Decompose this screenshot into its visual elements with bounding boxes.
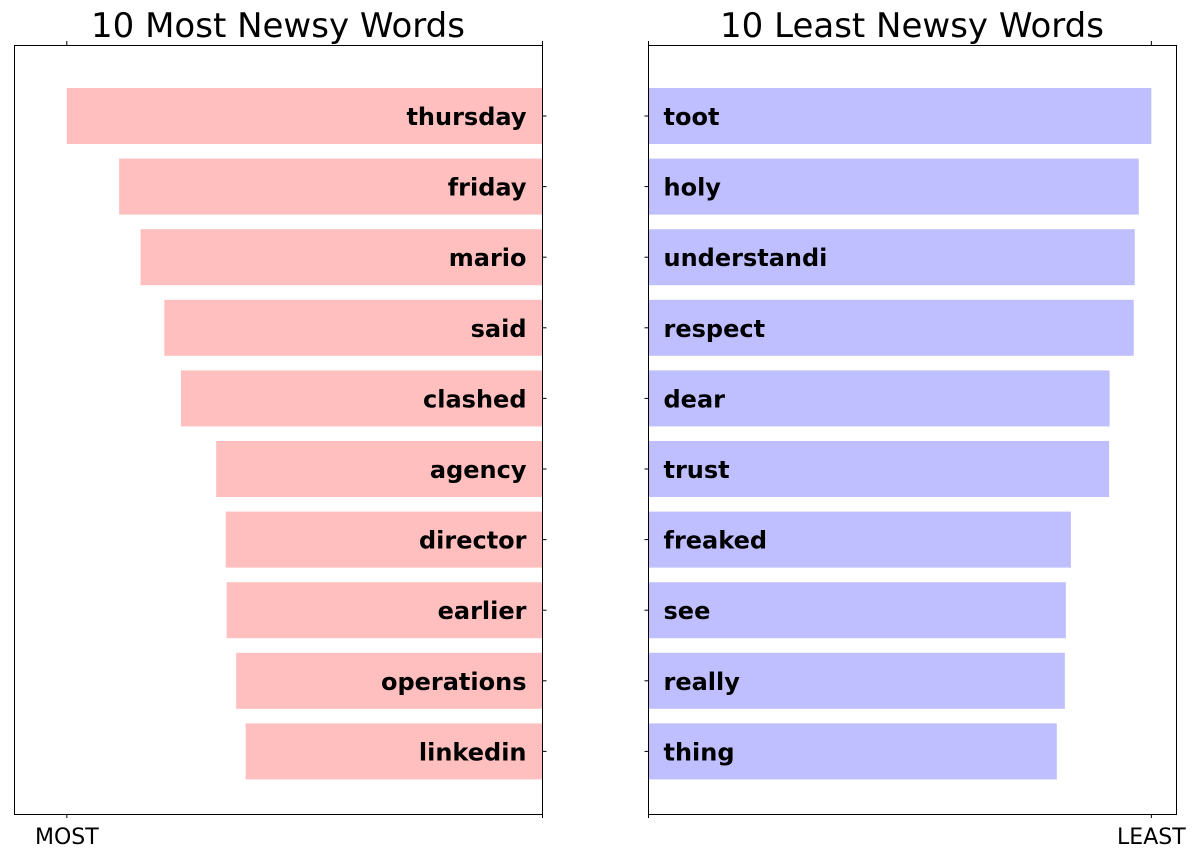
- most-bar-clashed: [180, 370, 543, 427]
- most-axis-label: MOST: [35, 825, 99, 850]
- least-label-freaked: freaked: [664, 527, 768, 555]
- least-label-trust: trust: [664, 456, 730, 484]
- most-bar-earlier: [226, 582, 543, 639]
- most-bar-director: [225, 511, 543, 568]
- most-bar-agency: [216, 441, 543, 497]
- most-bar-friday: [119, 158, 543, 215]
- least-bar-see: [648, 582, 1066, 639]
- least-bar-understandi: [648, 229, 1135, 286]
- most-newsy-frame: [14, 45, 543, 815]
- least-newsy-title: 10 Least Newsy Words: [720, 6, 1104, 46]
- least-newsy-panel: 10 Least Newsy Words toot holy understandi…: [644, 6, 1186, 850]
- least-label-toot: toot: [664, 103, 720, 131]
- least-bar-thing: [648, 723, 1057, 780]
- most-label-operations: operations: [381, 668, 527, 696]
- least-label-understandi: understandi: [664, 244, 828, 272]
- least-label-respect: respect: [664, 315, 766, 343]
- most-bar-thursday: [66, 88, 543, 144]
- least-bar-dear: [648, 370, 1110, 427]
- most-label-thursday: thursday: [406, 103, 526, 131]
- most-bar-linkedin: [245, 723, 543, 780]
- least-axis-label: LEAST: [1117, 825, 1186, 850]
- least-newsy-frame: [648, 45, 1177, 815]
- least-bar-toot: [648, 88, 1152, 144]
- most-label-earlier: earlier: [438, 597, 527, 625]
- least-bar-freaked: [648, 511, 1071, 568]
- least-label-see: see: [664, 597, 711, 625]
- most-newsy-panel: 10 Most Newsy Words thursday friday mario s…: [14, 6, 547, 850]
- least-bar-trust: [648, 441, 1110, 497]
- most-label-clashed: clashed: [423, 385, 526, 413]
- most-newsy-title: 10 Most Newsy Words: [91, 6, 465, 46]
- most-bar-said: [164, 299, 543, 356]
- most-bar-operations: [236, 652, 543, 709]
- least-label-really: really: [664, 668, 741, 696]
- most-label-friday: friday: [448, 174, 527, 202]
- least-label-dear: dear: [664, 385, 726, 413]
- most-label-said: said: [471, 315, 527, 343]
- most-bar-mario: [140, 229, 543, 286]
- least-bar-really: [648, 652, 1065, 709]
- least-label-holy: holy: [664, 174, 722, 202]
- most-label-mario: mario: [449, 244, 527, 272]
- least-bar-holy: [648, 158, 1139, 215]
- least-label-thing: thing: [664, 738, 735, 766]
- most-label-linkedin: linkedin: [419, 738, 527, 766]
- most-label-director: director: [419, 527, 527, 555]
- most-label-agency: agency: [430, 456, 527, 484]
- least-bar-respect: [648, 299, 1134, 356]
